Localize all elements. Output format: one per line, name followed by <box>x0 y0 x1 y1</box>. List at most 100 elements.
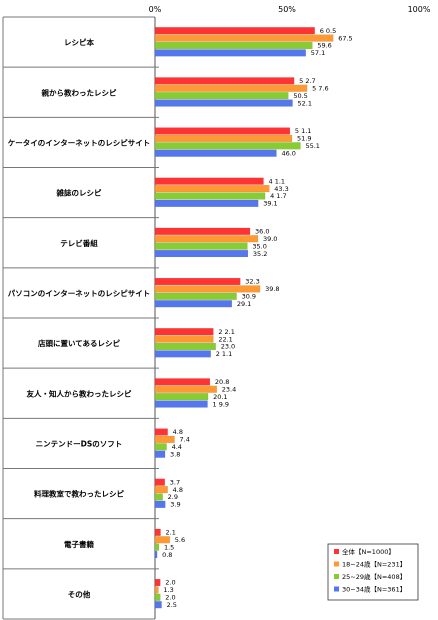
data-label: 2.0 <box>165 579 175 587</box>
legend-box <box>327 543 419 601</box>
category-label: テレビ番組 <box>60 238 98 248</box>
bar <box>154 528 161 536</box>
bar <box>154 385 217 393</box>
bar <box>154 578 161 587</box>
x-tick-label: 0% <box>149 5 162 14</box>
data-label: 51.9 <box>297 135 311 143</box>
data-label: 2.5 <box>167 601 177 609</box>
legend-label: 30~34歳【N=361】 <box>342 585 406 594</box>
data-label: 67.5 <box>338 34 352 42</box>
legend-swatch <box>334 549 339 554</box>
bar <box>154 249 249 258</box>
category-label: 店頭に置いてあるレシピ <box>38 338 121 348</box>
data-label: 3.7 <box>170 478 180 486</box>
legend-label: 18~24歳【N=231】 <box>342 560 406 569</box>
bar <box>154 235 259 243</box>
bar <box>154 84 308 92</box>
data-label: 35.2 <box>253 250 267 258</box>
bar <box>154 435 175 444</box>
category-label: 友人・知人から教わったレシピ <box>26 388 132 398</box>
data-label: 1 9.9 <box>213 400 230 408</box>
data-label: 23.4 <box>222 385 236 393</box>
bar <box>154 335 214 343</box>
bar <box>154 199 259 207</box>
bar <box>154 41 313 50</box>
bar <box>154 27 315 35</box>
data-label: 1.3 <box>163 586 173 594</box>
data-label: 23.0 <box>221 343 235 351</box>
bar <box>154 493 163 501</box>
bar <box>154 450 166 458</box>
data-label: 20.1 <box>213 393 227 401</box>
bar <box>154 277 241 286</box>
data-label: 4.8 <box>173 486 183 494</box>
bar <box>154 400 208 408</box>
category-label: 料理教室で教わったレシピ <box>34 489 124 499</box>
data-label: 30.9 <box>242 293 256 301</box>
data-label: 2 2.1 <box>218 328 235 336</box>
category-label: 電子書籍 <box>64 539 94 549</box>
bar <box>154 49 306 57</box>
data-label: 52.1 <box>298 99 312 107</box>
data-label: 3.8 <box>170 450 180 458</box>
data-label: 5 1.1 <box>295 127 312 135</box>
bar <box>154 227 251 235</box>
bar <box>154 536 170 544</box>
data-label: 36.0 <box>255 228 269 236</box>
data-label: 2.0 <box>165 594 175 602</box>
bar <box>154 378 211 386</box>
bar <box>154 92 289 100</box>
bar <box>154 192 266 200</box>
data-label: 2.9 <box>168 493 178 501</box>
legend-swatch <box>334 574 339 579</box>
bar <box>154 184 270 193</box>
data-label: 35.0 <box>252 242 266 250</box>
data-label: 59.6 <box>317 42 331 50</box>
bar <box>154 543 160 551</box>
category-label: 親から教わったレシピ <box>42 87 117 97</box>
data-label: 22.1 <box>218 335 232 343</box>
bar <box>154 242 248 250</box>
data-label: 50.5 <box>293 92 307 100</box>
bar <box>154 428 168 436</box>
bar <box>154 593 161 601</box>
data-label: 29.1 <box>237 300 251 308</box>
x-tick-label: 100% <box>408 5 431 14</box>
data-label: 39.8 <box>265 285 279 293</box>
bar <box>154 586 159 594</box>
bar <box>154 77 295 85</box>
data-label: 0.8 <box>162 551 172 559</box>
data-label: 1.5 <box>164 543 174 551</box>
data-label: 39.0 <box>263 235 277 243</box>
data-label: 55.1 <box>305 142 319 150</box>
bar <box>154 292 237 300</box>
legend-swatch <box>334 586 339 592</box>
data-label: 46.0 <box>281 149 295 157</box>
bar <box>154 350 211 358</box>
data-label: 5.6 <box>175 536 185 544</box>
category-label: ケータイのインターネットのレシピサイト <box>8 137 151 147</box>
data-label: 2 1.1 <box>216 350 233 358</box>
data-label: 4.4 <box>172 443 182 451</box>
data-label: 5 2.7 <box>299 77 316 85</box>
bar <box>154 550 158 559</box>
bar <box>154 485 168 494</box>
data-label: 4.8 <box>173 428 183 436</box>
legend-label: 全体【N=1000】 <box>342 547 395 556</box>
data-label: 43.3 <box>274 185 288 193</box>
data-label: 7.4 <box>180 436 190 444</box>
data-label: 6 0.5 <box>320 27 337 35</box>
bar <box>154 393 209 401</box>
data-label: 2.1 <box>166 529 176 537</box>
bar <box>154 149 277 157</box>
data-label: 4 1.1 <box>269 177 286 185</box>
bar <box>154 328 214 336</box>
bar <box>154 342 216 351</box>
data-label: 39.1 <box>263 200 277 208</box>
bar <box>154 34 334 42</box>
bar <box>154 478 165 486</box>
bar <box>154 285 261 293</box>
bar <box>154 177 264 185</box>
data-label: 4 1.7 <box>270 192 287 200</box>
